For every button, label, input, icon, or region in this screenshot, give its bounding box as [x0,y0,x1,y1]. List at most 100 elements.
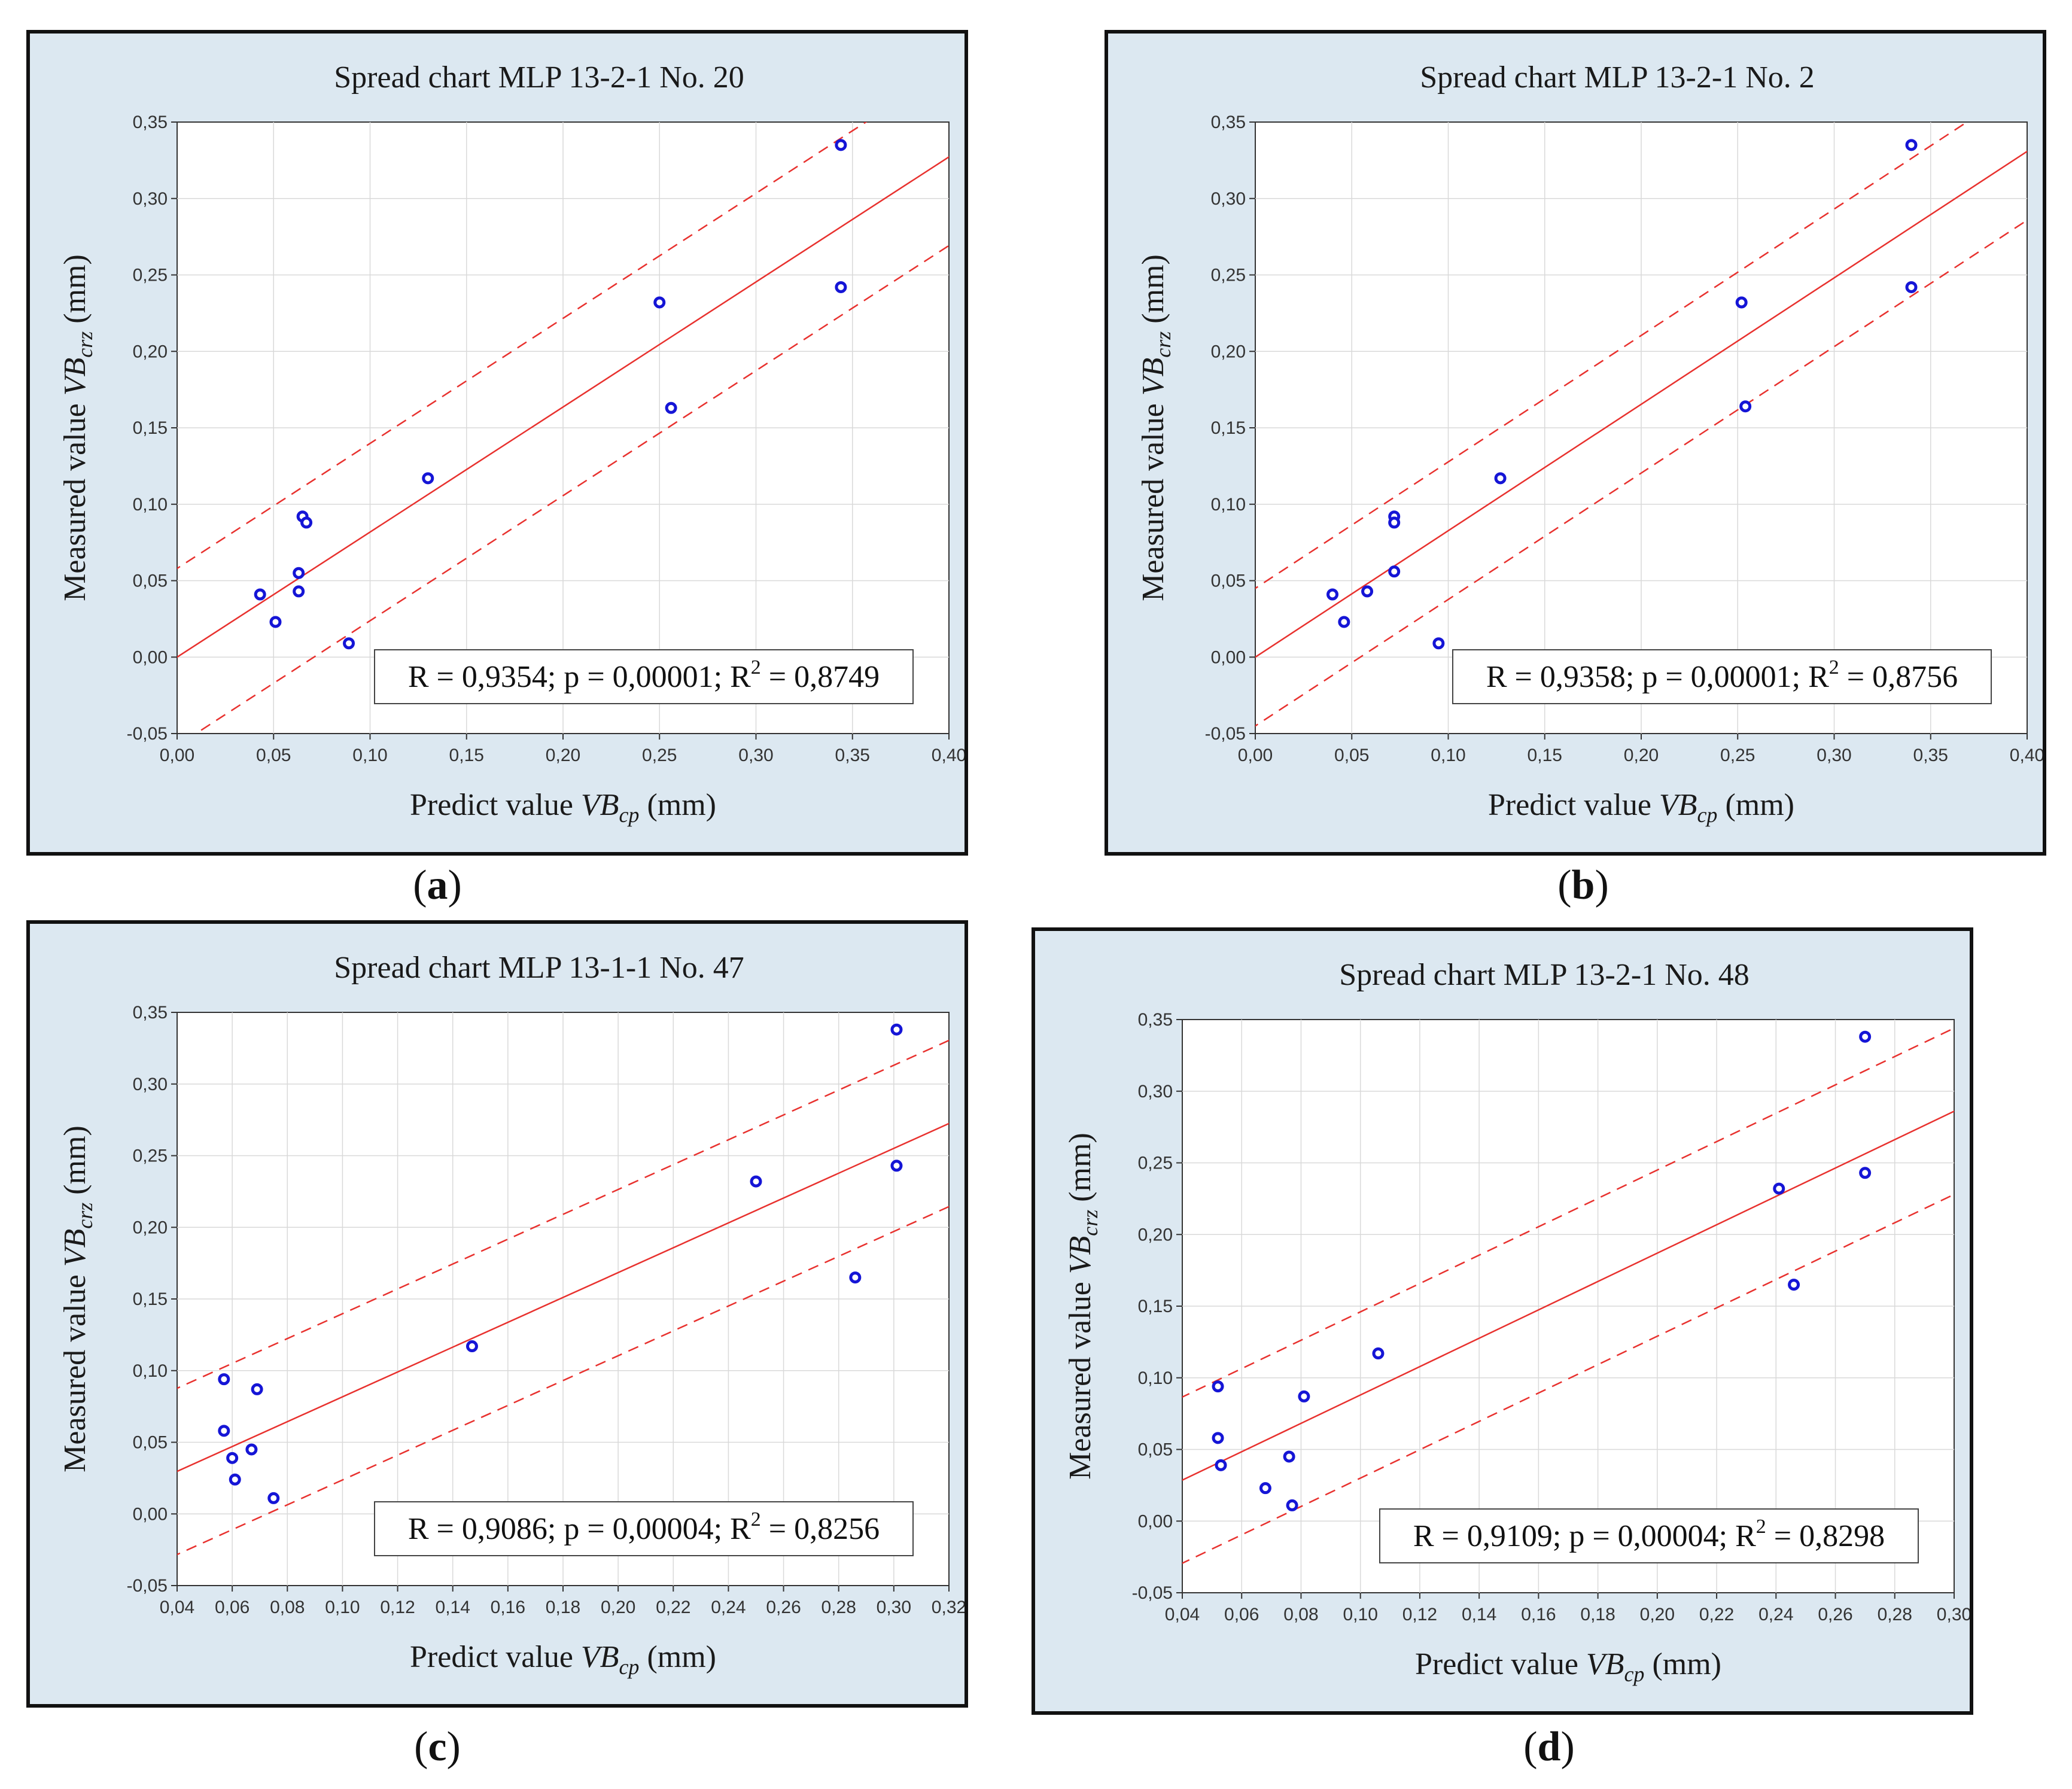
data-point [1788,1279,1800,1291]
x-tick-label: 0,05 [1334,746,1369,765]
y-tick-label: 0,05 [1211,571,1246,591]
y-tick-label: 0,15 [1211,418,1246,438]
y-tick-label: 0,25 [1211,266,1246,285]
y-tick-label: 0,00 [1211,647,1246,667]
x-tick-label: 0,40 [932,746,965,765]
data-point [1372,1347,1385,1360]
y-axis-title: Measured value VBcrz (mm) [1136,254,1175,601]
x-tick-label: 0,10 [325,1598,360,1617]
data-point [465,1340,478,1353]
x-tick-label: 0,16 [491,1598,525,1617]
y-tick-label: 0,15 [1138,1297,1173,1316]
data-point [1388,565,1401,578]
chart-panel-c: 0,04 0,06 0,08 0,10 0,12 0,14 0,16 0,18 0,20 0,22… [26,920,968,1708]
data-point [1338,616,1350,628]
x-axis-title: Predict value VBcp (mm) [410,1640,716,1679]
x-tick-label: 0,20 [546,746,580,765]
x-tick-label: 0,15 [449,746,484,765]
data-point [665,401,677,414]
regression-line [177,156,949,658]
y-tick-label: 0,35 [133,112,168,132]
data-point [1259,1482,1271,1495]
x-tick-label: 0,10 [1431,746,1465,765]
data-point [849,1271,862,1284]
y-tick-label: 0,05 [133,571,168,591]
y-tick-label: 0,20 [1211,342,1246,361]
data-point [300,516,313,529]
data-point [1361,585,1374,598]
data-point [835,139,847,151]
y-axis-title: Measured value VBcrz (mm) [58,1125,97,1472]
x-tick-label: 0,18 [1580,1605,1615,1624]
stats-text: R = 0,9086; p = 0,00004; R2 = 0,8256 [408,1508,880,1546]
data-point [218,1373,230,1386]
data-point [1432,637,1445,650]
x-tick-label: 0,28 [1878,1605,1912,1624]
stats-text: R = 0,9354; p = 0,00001; R2 = 0,8749 [408,656,880,694]
y-tick-label: 0,10 [1138,1368,1173,1388]
y-tick-label: 0,10 [1211,495,1246,515]
x-tick-label: 0,08 [1283,1605,1318,1624]
data-point [1326,588,1338,601]
x-tick-label: 0,24 [1758,1605,1793,1624]
x-tick-label: 0,32 [932,1598,965,1617]
x-tick-label: 0,25 [642,746,677,765]
caption-c: (c) [414,1724,461,1770]
x-tick-label: 0,26 [766,1598,801,1617]
data-point [1388,516,1401,529]
y-tick-label: 0,25 [133,1146,168,1166]
x-tick-label: 0,00 [1238,746,1273,765]
scatter-chart-c: 0,04 0,06 0,08 0,10 0,12 0,14 0,16 0,18 0,20 0,22… [58,951,965,1679]
stats-box: R = 0,9109; p = 0,00004; R2 = 0,8298 [1379,1508,1919,1563]
x-tick-label: 0,15 [1528,746,1562,765]
data-point [226,1452,239,1464]
x-tick-label: 0,22 [656,1598,690,1617]
upper-confidence-band [1255,122,1968,589]
data-point [1773,1182,1785,1195]
y-tick-label: 0,00 [1138,1511,1173,1531]
data-point [1859,1167,1872,1179]
chart-panel-a: 0,00 0,05 0,10 0,15 0,20 0,25 0,30 0,35 0,40 -0,0… [26,30,968,856]
y-tick-label: 0,35 [1138,1010,1173,1030]
chart-panel-d: 0,04 0,06 0,08 0,10 0,12 0,14 0,16 0,18 0,20 0,22… [1032,927,1973,1715]
data-point [343,637,355,650]
x-tick-label: 0,20 [1624,746,1659,765]
y-tick-label: 0,25 [133,266,168,285]
caption-a: (a) [413,862,462,908]
x-tick-label: 0,20 [601,1598,635,1617]
y-tick-label: 0,00 [133,1504,168,1524]
upper-confidence-band [177,1039,949,1389]
x-tick-label: 0,06 [1224,1605,1259,1624]
chart-title: Spread chart MLP 13-1-1 No. 47 [334,951,744,985]
y-tick-label: -0,05 [1205,724,1246,744]
chart-panel-b: 0,00 0,05 0,10 0,15 0,20 0,25 0,30 0,35 0,40 -0,0… [1105,30,2046,856]
stats-text: R = 0,9358; p = 0,00001; R2 = 0,8756 [1486,656,1958,694]
x-tick-label: 0,30 [1817,746,1851,765]
scatter-chart-d: 0,04 0,06 0,08 0,10 0,12 0,14 0,16 0,18 0,20 0,22… [1063,958,1970,1686]
y-tick-label: 0,30 [133,189,168,209]
y-tick-label: 0,30 [133,1075,168,1094]
x-tick-label: 0,30 [877,1598,911,1617]
x-axis-title: Predict value VBcp (mm) [410,788,716,827]
upper-confidence-band [177,122,868,570]
data-point [254,588,266,601]
data-point [890,1160,903,1172]
x-tick-label: 0,30 [738,746,773,765]
data-point [218,1425,230,1437]
y-axis-title: Measured value VBcrz (mm) [58,254,97,601]
lower-confidence-band [194,244,949,734]
x-tick-label: 0,35 [1913,746,1948,765]
y-tick-label: 0,15 [133,418,168,438]
x-tick-label: 0,22 [1699,1605,1734,1624]
data-point [1298,1390,1310,1402]
x-tick-label: 0,04 [160,1598,194,1617]
x-tick-label: 0,14 [436,1598,470,1617]
y-tick-label: 0,10 [133,495,168,515]
chart-title: Spread chart MLP 13-2-1 No. 20 [334,60,744,95]
x-tick-label: 0,30 [1937,1605,1970,1624]
data-point [1212,1432,1224,1444]
data-point [1215,1459,1227,1471]
data-point [750,1175,762,1188]
y-axis-title: Measured value VBcrz (mm) [1063,1133,1102,1480]
x-tick-label: 0,16 [1521,1605,1556,1624]
